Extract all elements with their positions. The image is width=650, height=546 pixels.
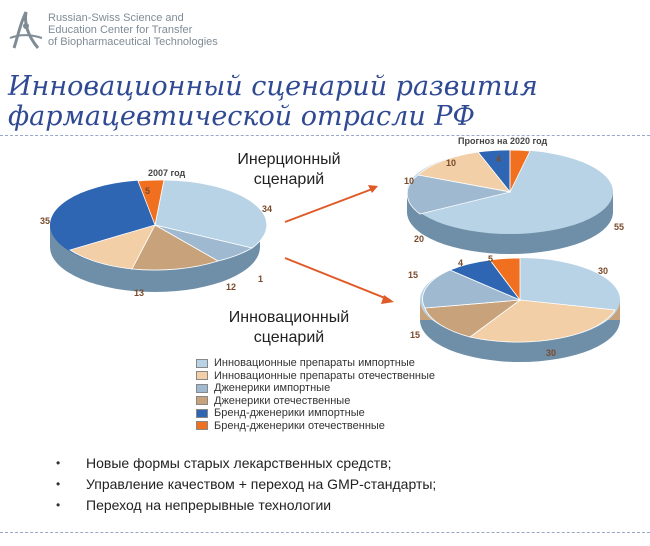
bottomright-value-5: 5: [488, 254, 494, 264]
bullet-mark: •: [56, 497, 61, 512]
legend-item: Бренд-дженерики отечественные: [196, 420, 486, 433]
left-value-35: 35: [40, 216, 51, 226]
topright-value-20: 20: [414, 234, 425, 244]
logo: Russian-Swiss Science and Education Cent…: [8, 8, 228, 54]
legend-label: Инновационные препараты импортные: [214, 357, 415, 370]
legend-item: Инновационные препараты отечественные: [196, 370, 486, 383]
bullet-list: • Новые формы старых лекарственных средст…: [56, 452, 636, 515]
legend-swatch: [196, 371, 208, 381]
bottomright-value-30a: 30: [598, 266, 609, 276]
pie-2020a-slice-gen-domestic: [417, 151, 511, 193]
title-line-1: Инновационный сценарий развития: [8, 71, 538, 102]
bullet-item: • Новые формы старых лекарственных средст…: [56, 452, 636, 473]
title-divider: [0, 135, 650, 136]
legend-swatch: [196, 421, 208, 431]
pie-2007-slice-innov-domestic: [69, 224, 156, 270]
legend-item: Дженерики импортные: [196, 382, 486, 395]
arrow-inertial: [284, 185, 378, 223]
legend-swatch: [196, 383, 208, 393]
left-value-34: 34: [262, 204, 273, 214]
topright-value-4: 4: [496, 154, 502, 164]
title-line-2: фармацевтической отрасли РФ: [8, 101, 475, 132]
bullet-text: Переход на непрерывные технологии: [86, 496, 332, 513]
bullet-text: Управление качеством + переход на GMP-ст…: [86, 475, 437, 492]
chart-legend: Инновационные препараты импортные Иннова…: [196, 357, 486, 432]
logo-line-2: Education Center for Transfer: [48, 24, 193, 36]
bullet-mark: •: [56, 455, 61, 470]
pie-2020b-slice-gen-import: [422, 269, 521, 309]
page-title: Инновационный сценарий развития фармацев…: [8, 72, 538, 132]
bullet-mark: •: [56, 476, 61, 491]
charts-svg: [50, 149, 620, 362]
topright-value-55: 55: [614, 222, 625, 232]
bottomright-value-4: 4: [458, 258, 464, 268]
topright-value-10b: 10: [404, 176, 415, 186]
left-value-13: 13: [134, 288, 145, 298]
legend-label: Дженерики импортные: [214, 382, 331, 395]
legend-item: Инновационные препараты импортные: [196, 357, 486, 370]
pie-2020a-slice-gen-import: [406, 174, 511, 215]
footer-divider: [0, 532, 650, 533]
legend-swatch: [196, 396, 208, 406]
legend-item: Бренд-дженерики импортные: [196, 407, 486, 420]
pie-2020a-slice-brand-domestic: [509, 149, 531, 193]
left-value-5: 5: [145, 186, 151, 196]
legend-swatch: [196, 358, 208, 368]
left-value-12: 12: [226, 282, 237, 292]
logo-text: Russian-Swiss Science and Education Cent…: [48, 12, 218, 48]
legend-label: Дженерики отечественные: [214, 394, 351, 407]
bullet-text: Новые формы старых лекарственных средств…: [86, 454, 392, 471]
legend-label: Бренд-дженерики импортные: [214, 407, 365, 420]
topright-value-10a: 10: [446, 158, 457, 168]
left-pie-title: 2007 год: [148, 168, 186, 178]
legend-item: Дженерики отечественные: [196, 395, 486, 408]
pie-2020-innovative: [420, 257, 620, 362]
pie-2020b-slice-gen-domestic: [424, 299, 522, 338]
legend-label: Инновационные препараты отечественные: [214, 369, 436, 382]
inertial-scenario-label: Инерционный сценарий: [237, 151, 341, 188]
bottomright-value-15b: 15: [410, 330, 421, 340]
pie-2007-slice-gen-domestic: [131, 224, 219, 271]
logo-line-1: Russian-Swiss Science and: [48, 12, 184, 24]
pie-2020b-slice-brand-domestic: [489, 257, 521, 302]
bullet-item: • Управление качеством + переход на GMP-с…: [56, 473, 636, 494]
arrow-innovative: [284, 257, 394, 304]
right-pie-title: Прогноз на 2020 год: [458, 136, 548, 146]
pie-2007: [50, 179, 268, 292]
pie-2007-slice-innov-import: [154, 179, 268, 249]
left-value-1: 1: [258, 274, 264, 284]
pie-2007-slice-brand-domestic: [137, 179, 165, 227]
innovative-scenario-label: Инновационный сценарий: [228, 309, 350, 346]
pie-2020-inertial: [406, 149, 613, 254]
bottomright-value-15a: 15: [408, 270, 419, 280]
charts-area: 2007 год Прогноз на 2020 год Инерционный…: [0, 130, 650, 460]
bottomright-value-30b: 30: [546, 348, 557, 358]
legend-swatch: [196, 408, 208, 418]
legend-label: Бренд-дженерики отечественные: [214, 419, 385, 432]
logo-icon: [9, 11, 43, 49]
logo-line-3: of Biopharmaceutical Technologies: [48, 36, 218, 48]
bullet-item: • Переход на непрерывные технологии: [56, 494, 636, 515]
